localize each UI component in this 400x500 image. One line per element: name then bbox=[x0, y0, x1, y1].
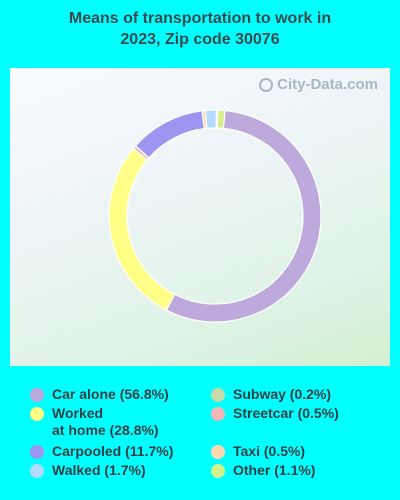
legend-swatch bbox=[30, 388, 44, 402]
legend-swatch bbox=[30, 445, 44, 459]
legend-label: Streetcar (0.5%) bbox=[233, 405, 339, 421]
legend-label: Subway (0.2%) bbox=[233, 386, 332, 402]
chart-title-line-1: Means of transportation to work in bbox=[68, 10, 332, 27]
legend: Car alone (56.8%) Worked at home (28.8%) Ca… bbox=[0, 384, 400, 500]
legend-swatch bbox=[211, 464, 225, 478]
legend-label: Other (1.1%) bbox=[233, 462, 316, 478]
donut-slice-car-alone bbox=[165, 109, 322, 323]
magnifier-icon bbox=[259, 77, 274, 92]
chart-title-line-2: 2023, Zip code 30076 bbox=[120, 31, 280, 48]
watermark: City-Data.com bbox=[259, 76, 378, 93]
legend-item-streetcar: Streetcar (0.5%) bbox=[211, 405, 339, 422]
legend-item-walked: Walked (1.7%) bbox=[30, 462, 146, 479]
chart-title: Means of transportation to work in 2023,… bbox=[0, 8, 400, 50]
legend-swatch bbox=[211, 445, 225, 459]
legend-label: Taxi (0.5%) bbox=[233, 443, 306, 459]
donut-slice-other bbox=[216, 109, 226, 130]
legend-swatch bbox=[211, 407, 225, 421]
donut-slice-carpooled bbox=[134, 110, 205, 159]
legend-label: Carpooled (11.7%) bbox=[52, 443, 174, 459]
legend-label: Car alone (56.8%) bbox=[52, 386, 169, 402]
legend-swatch bbox=[30, 464, 44, 478]
legend-item-worked-at-home: Worked at home (28.8%) bbox=[30, 405, 159, 439]
legend-item-car-alone: Car alone (56.8%) bbox=[30, 386, 169, 403]
legend-item-carpooled: Carpooled (11.7%) bbox=[30, 443, 173, 460]
legend-label: Worked at home (28.8%) bbox=[52, 405, 159, 438]
legend-label: Walked (1.7%) bbox=[52, 462, 146, 478]
legend-item-other: Other (1.1%) bbox=[211, 462, 315, 479]
legend-swatch bbox=[211, 388, 225, 402]
legend-swatch bbox=[30, 407, 44, 421]
legend-item-taxi: Taxi (0.5%) bbox=[211, 443, 305, 460]
watermark-text: City-Data.com bbox=[277, 76, 378, 93]
legend-item-subway: Subway (0.2%) bbox=[211, 386, 331, 403]
donut-slice-worked-at-home bbox=[108, 147, 176, 312]
donut-slice-walked bbox=[204, 109, 218, 130]
